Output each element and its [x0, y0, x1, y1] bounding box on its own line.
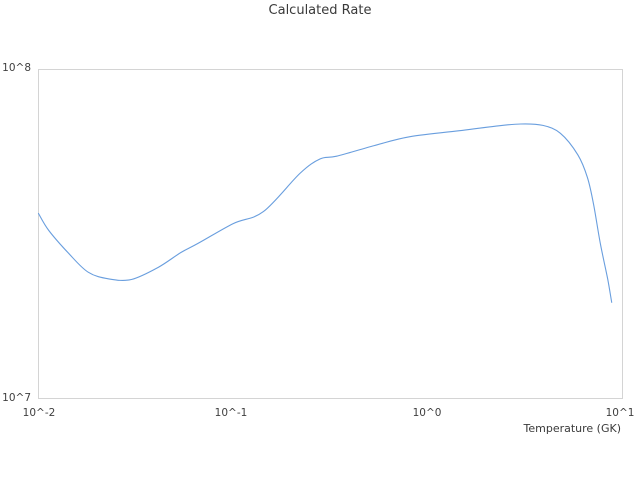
plot-border: [38, 69, 623, 399]
y-tick-label-1e8: 10^8: [2, 62, 31, 74]
x-tick-label-1e-1: 10^-1: [214, 407, 248, 419]
x-tick-label-1e0: 10^0: [412, 407, 442, 419]
x-tick-label-1e-2: 10^-2: [22, 407, 56, 419]
chart-title: Calculated Rate: [268, 3, 372, 18]
x-tick-label-1e1: 10^1: [605, 407, 635, 419]
x-axis-label: Temperature (GK): [523, 422, 622, 435]
y-tick-label-1e7: 10^7: [2, 392, 31, 404]
rate-curve: [37, 123, 613, 303]
